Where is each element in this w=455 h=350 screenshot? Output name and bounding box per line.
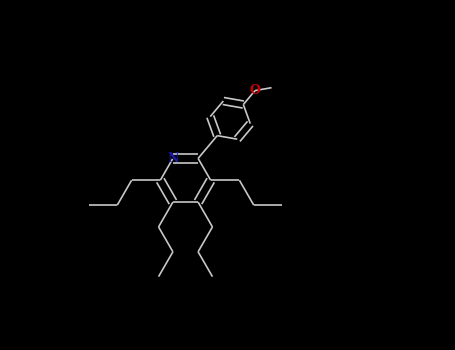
Text: N: N	[167, 152, 178, 165]
Text: O: O	[250, 84, 260, 97]
